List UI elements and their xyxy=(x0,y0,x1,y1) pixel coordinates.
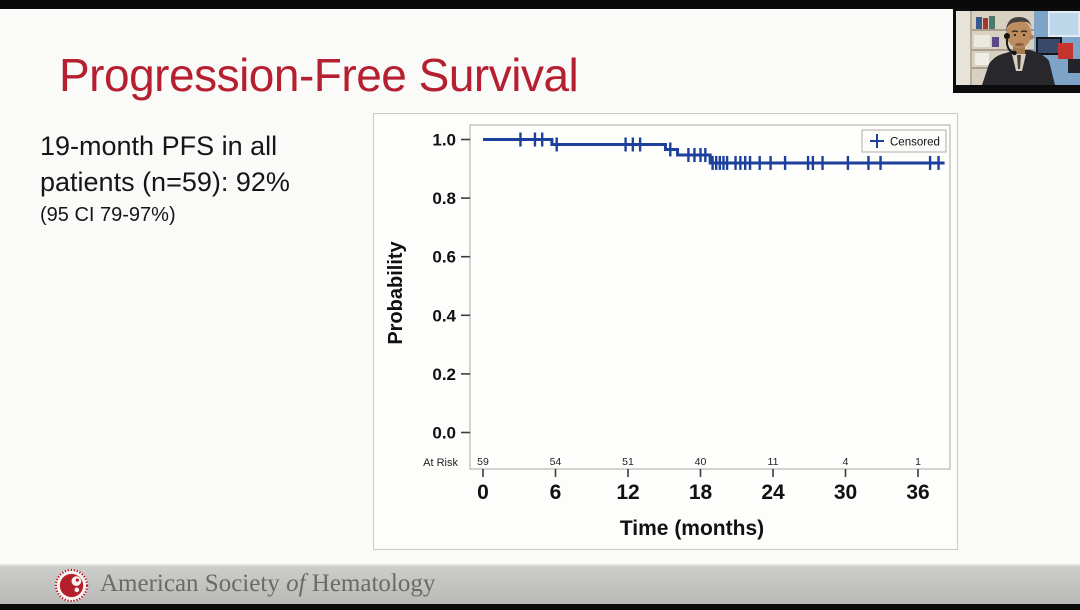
svg-text:11: 11 xyxy=(768,456,779,468)
svg-text:Time (months): Time (months) xyxy=(620,517,764,540)
svg-text:36: 36 xyxy=(906,481,929,504)
scene-doorframe xyxy=(956,11,972,85)
svg-text:51: 51 xyxy=(622,456,634,468)
org-name-of: of xyxy=(286,570,306,597)
slide-title: Progression-Free Survival xyxy=(59,49,579,101)
bottom-letterbox-bar xyxy=(0,604,1080,610)
pfs-summary-ci: (95 CI 79-97%) xyxy=(40,204,176,226)
scene-monitor xyxy=(1068,59,1080,73)
pfs-summary: 19-month PFS in all patients (n=59): 92%… xyxy=(40,128,290,228)
svg-text:12: 12 xyxy=(616,481,639,504)
svg-text:30: 30 xyxy=(834,481,857,504)
scene-window xyxy=(1048,11,1080,37)
pfs-summary-line1: 19-month PFS in all xyxy=(40,131,278,161)
km-chart: 1.0 0.8 0.6 0.4 0.2 0.0 Probability 0 59 6 54 12 51 1… xyxy=(385,124,951,540)
svg-text:0.4: 0.4 xyxy=(432,306,456,325)
svg-text:0.8: 0.8 xyxy=(432,189,456,208)
svg-text:0.2: 0.2 xyxy=(432,365,456,384)
km-chart-panel: 1.0 0.8 0.6 0.4 0.2 0.0 Probability 0 59 6 54 12 51 1… xyxy=(373,113,958,550)
presenter-person xyxy=(982,17,1055,85)
ash-logo-icon xyxy=(54,568,89,603)
pfs-summary-line2: patients (n=59): 92% xyxy=(40,167,290,197)
svg-text:Probability: Probability xyxy=(385,240,407,344)
ash-footer: American Society of Hematology xyxy=(0,564,1080,604)
org-name-part2: Hematology xyxy=(305,570,436,597)
svg-text:1: 1 xyxy=(915,456,921,468)
org-name-part1: American Society xyxy=(100,570,287,597)
svg-text:24: 24 xyxy=(761,481,785,504)
presenter-video-scene xyxy=(956,11,1080,85)
svg-text:4: 4 xyxy=(843,456,849,468)
svg-text:Censored: Censored xyxy=(890,137,940,149)
svg-text:40: 40 xyxy=(695,456,707,468)
presenter-video[interactable] xyxy=(953,8,1080,93)
svg-text:1.0: 1.0 xyxy=(432,131,456,150)
scene-red-box xyxy=(1058,43,1073,59)
svg-text:18: 18 xyxy=(689,481,713,504)
footer-org-name: American Society of Hematology xyxy=(100,570,435,598)
svg-text:0.0: 0.0 xyxy=(432,424,456,443)
svg-text:0: 0 xyxy=(477,481,489,504)
svg-text:54: 54 xyxy=(550,456,562,468)
svg-text:59: 59 xyxy=(477,456,489,468)
svg-text:0.6: 0.6 xyxy=(432,248,456,267)
top-letterbox-bar xyxy=(0,0,1080,9)
svg-text:At Risk: At Risk xyxy=(423,457,458,469)
svg-text:6: 6 xyxy=(550,481,562,504)
